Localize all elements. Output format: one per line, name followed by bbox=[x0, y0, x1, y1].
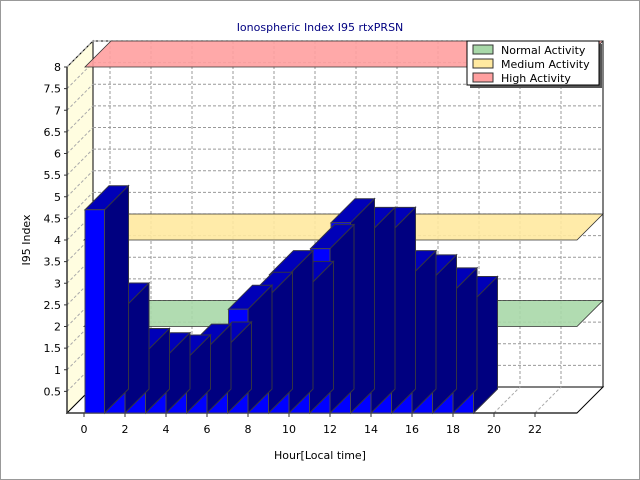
gridline-side bbox=[66, 83, 94, 111]
y-tick-label: 3 bbox=[54, 277, 61, 290]
y-tick-label: 7 bbox=[54, 104, 61, 117]
legend-label: Normal Activity bbox=[501, 44, 586, 57]
x-tick-label: 16 bbox=[405, 423, 419, 436]
legend-label: Medium Activity bbox=[501, 58, 590, 71]
bar-front bbox=[84, 209, 105, 414]
x-tick-label: 12 bbox=[323, 423, 337, 436]
y-tick-label: 6 bbox=[54, 148, 61, 161]
x-tick-label: 2 bbox=[122, 423, 129, 436]
legend-swatch bbox=[472, 72, 494, 83]
x-tick-label: 22 bbox=[528, 423, 542, 436]
y-tick-label: 5.5 bbox=[44, 169, 62, 182]
gridline-side bbox=[66, 105, 94, 133]
bar-side bbox=[104, 184, 129, 415]
x-tick-label: 4 bbox=[163, 423, 170, 436]
x-tick-label: 14 bbox=[364, 423, 378, 436]
y-tick-label: 2 bbox=[54, 321, 61, 334]
y-tick-label: 8 bbox=[54, 61, 61, 74]
chart-title: Ionospheric Index I95 rtxPRSN bbox=[237, 21, 404, 34]
y-tick-label: 2.5 bbox=[44, 299, 62, 312]
legend-label: High Activity bbox=[501, 72, 571, 85]
x-tick-label: 10 bbox=[282, 423, 296, 436]
y-tick-label: 0.5 bbox=[44, 385, 62, 398]
legend-swatch bbox=[472, 44, 494, 55]
gridline-side bbox=[66, 40, 94, 68]
x-axis-label: Hour[Local time] bbox=[274, 449, 366, 462]
y-tick-label: 4.5 bbox=[44, 212, 62, 225]
x-tick-label: 18 bbox=[446, 423, 460, 436]
gridline-side bbox=[66, 170, 94, 198]
bar bbox=[83, 184, 130, 415]
x-tick-label: 20 bbox=[487, 423, 501, 436]
x-tick-label: 6 bbox=[204, 423, 211, 436]
x-tick-label: 0 bbox=[81, 423, 88, 436]
legend-swatch bbox=[472, 58, 494, 69]
y-tick-label: 1.5 bbox=[44, 342, 62, 355]
gridline-floor bbox=[493, 386, 521, 414]
y-tick-label: 5 bbox=[54, 191, 61, 204]
gridline-side bbox=[66, 148, 94, 176]
gridline-side bbox=[66, 192, 94, 219]
y-tick-label: 7.5 bbox=[44, 83, 62, 96]
x-tick-label: 8 bbox=[245, 423, 252, 436]
y-axis-label: I95 Index bbox=[20, 214, 33, 266]
y-tick-label: 3.5 bbox=[44, 256, 62, 269]
gridline-floor bbox=[534, 386, 562, 414]
gridline-side bbox=[66, 127, 94, 154]
y-tick-label: 6.5 bbox=[44, 126, 62, 139]
y-tick-label: 1 bbox=[54, 364, 61, 377]
y-tick-label: 4 bbox=[54, 234, 61, 247]
